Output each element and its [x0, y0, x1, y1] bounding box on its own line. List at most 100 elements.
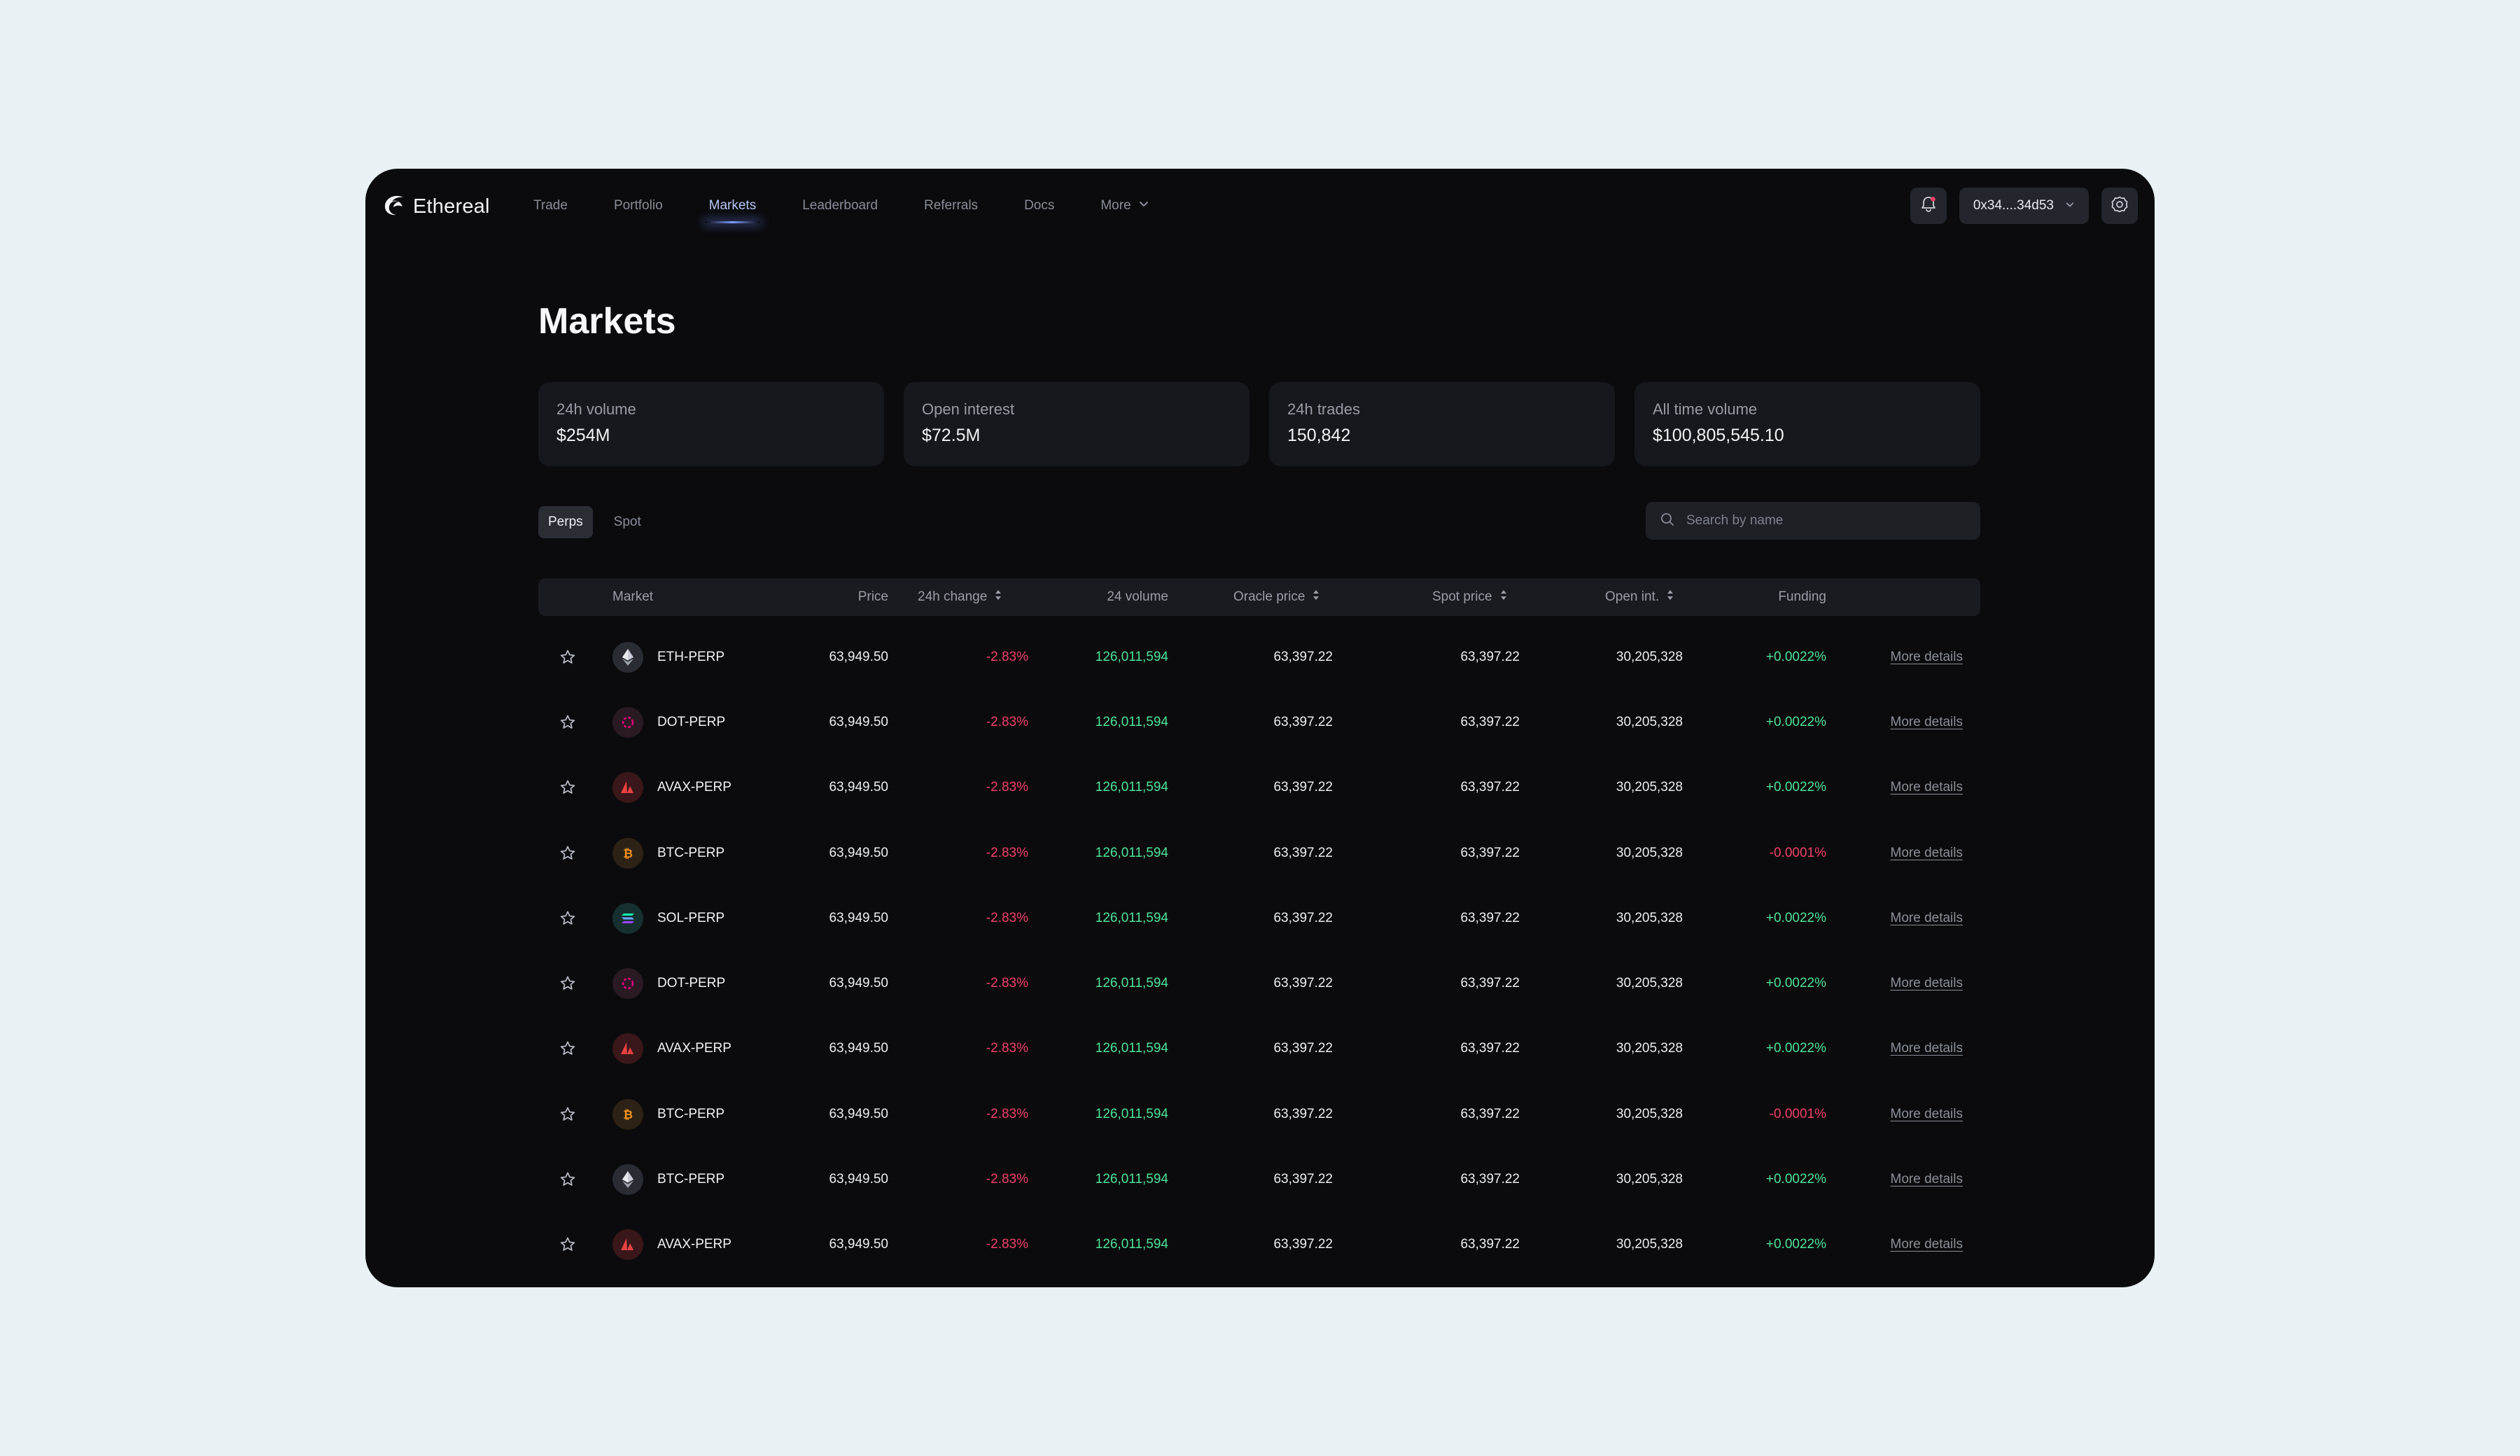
open-interest-cell: 30,205,328	[1616, 1237, 1683, 1252]
spot-price-cell: 63,397.22	[1460, 649, 1520, 664]
market-type-tabs: Perps Spot	[538, 506, 651, 538]
volume-cell: 126,011,594	[1095, 1172, 1168, 1187]
change-cell: -2.83%	[986, 1237, 1028, 1252]
wallet-selector[interactable]: 0x34....34d53	[1959, 188, 2089, 224]
more-details-link[interactable]: More details	[1890, 1041, 1963, 1056]
more-details-link[interactable]: More details	[1890, 649, 1963, 664]
column-header-price: Price	[790, 578, 888, 616]
table-row[interactable]: DOT-PERP 63,949.50 -2.83% 126,011,594 63,397…	[538, 690, 1980, 755]
nav-item-more[interactable]: More	[1100, 169, 1149, 243]
avax-coin-icon	[612, 1033, 643, 1065]
stat-value: 150,842	[1287, 426, 1351, 445]
settings-button[interactable]	[2101, 188, 2138, 224]
brand[interactable]: Ethereal	[382, 191, 490, 222]
spot-price-cell: 63,397.22	[1460, 1172, 1520, 1187]
change-cell: -2.83%	[986, 1106, 1028, 1121]
more-details-link[interactable]: More details	[1890, 845, 1963, 860]
table-row[interactable]: AVAX-PERP 63,949.50 -2.83% 126,011,594 63,39…	[538, 755, 1980, 820]
table-row[interactable]: ₿ BTC-PERP 63,949.50 -2.83% 126,011,594 63,39…	[538, 1082, 1980, 1147]
search-icon	[1660, 512, 1675, 531]
wallet-address: 0x34....34d53	[1973, 198, 2054, 213]
change-cell: -2.83%	[986, 845, 1028, 860]
search-box	[1646, 502, 1980, 540]
table-row[interactable]: SOL-PERP 63,949.50 -2.83% 126,011,594 63,397…	[538, 886, 1980, 951]
star-icon[interactable]	[554, 774, 582, 802]
star-icon[interactable]	[554, 1231, 582, 1259]
star-icon[interactable]	[554, 904, 582, 932]
nav-item-referrals[interactable]: Referrals	[924, 169, 978, 243]
nav-item-portfolio[interactable]: Portfolio	[614, 169, 663, 243]
nav-label: More	[1100, 198, 1131, 213]
nav-label: Referrals	[923, 198, 979, 213]
avax-coin-icon	[612, 772, 643, 804]
table-row[interactable]: ₿ BTC-PERP 63,949.50 -2.83% 126,011,594 63,39…	[538, 820, 1980, 886]
funding-cell: +0.0022%	[1765, 1172, 1826, 1187]
table-row[interactable]: BTC-PERP 63,949.50 -2.83% 126,011,594 63,397…	[538, 1147, 1980, 1212]
column-header-open-interest[interactable]: Open int.	[1605, 578, 1674, 616]
star-icon[interactable]	[554, 1035, 582, 1063]
spot-price-cell: 63,397.22	[1460, 1237, 1520, 1252]
app-window: Ethereal Trade Portfolio Markets Leaderb…	[365, 169, 2155, 1287]
nav-item-markets[interactable]: Markets	[704, 169, 760, 243]
column-header-spot-price[interactable]: Spot price	[1432, 578, 1508, 616]
table-row[interactable]: AVAX-PERP 63,949.50 -2.83% 126,011,594 63,39…	[538, 1016, 1980, 1082]
star-icon[interactable]	[554, 839, 582, 867]
price-cell: 63,949.50	[829, 976, 888, 991]
more-details-link[interactable]: More details	[1890, 1106, 1963, 1121]
more-details-link[interactable]: More details	[1890, 910, 1963, 925]
oracle-price-cell: 63,397.22	[1273, 976, 1333, 991]
stat-value: $254M	[556, 426, 610, 445]
notifications-button[interactable]	[1910, 188, 1947, 224]
nav-item-docs[interactable]: Docs	[1024, 169, 1054, 243]
star-icon[interactable]	[554, 1166, 582, 1194]
more-details-link[interactable]: More details	[1890, 780, 1963, 795]
sol-coin-icon	[612, 902, 643, 934]
volume-cell: 126,011,594	[1095, 714, 1168, 729]
funding-cell: +0.0022%	[1765, 976, 1826, 991]
change-cell: -2.83%	[986, 780, 1028, 795]
sort-icon	[994, 589, 1002, 606]
column-header-market: Market	[612, 578, 653, 616]
spot-price-cell: 63,397.22	[1460, 1041, 1520, 1056]
more-details-link[interactable]: More details	[1890, 976, 1963, 991]
search-input[interactable]	[1685, 512, 1954, 529]
nav-label: Leaderboard	[802, 198, 878, 213]
market-name: ETH-PERP	[657, 649, 725, 664]
column-header-funding: Funding	[1714, 578, 1826, 616]
more-details-link[interactable]: More details	[1890, 1172, 1963, 1187]
open-interest-cell: 30,205,328	[1616, 976, 1683, 991]
column-header-oracle-price[interactable]: Oracle price	[1233, 578, 1320, 616]
table-row[interactable]: ETH-PERP 63,949.50 -2.83% 126,011,594 63,397…	[538, 624, 1980, 690]
dot-coin-icon	[612, 968, 643, 1000]
price-cell: 63,949.50	[829, 714, 888, 729]
open-interest-cell: 30,205,328	[1616, 649, 1683, 664]
nav-item-trade[interactable]: Trade	[533, 169, 568, 243]
column-header-24h-change[interactable]: 24h change	[918, 578, 1002, 616]
market-name: AVAX-PERP	[657, 780, 732, 795]
market-name: AVAX-PERP	[657, 1041, 732, 1056]
star-icon[interactable]	[554, 969, 582, 997]
oracle-price-cell: 63,397.22	[1273, 1106, 1333, 1121]
funding-cell: +0.0022%	[1765, 649, 1826, 664]
price-cell: 63,949.50	[829, 649, 888, 664]
nav-item-leaderboard[interactable]: Leaderboard	[802, 169, 878, 243]
svg-text:₿: ₿	[623, 847, 633, 861]
market-name: BTC-PERP	[657, 1106, 725, 1121]
star-icon[interactable]	[554, 708, 582, 736]
table-header: Market Price 24h change 24 volume Oracle…	[538, 578, 1980, 616]
more-details-link[interactable]: More details	[1890, 1237, 1963, 1252]
funding-cell: +0.0022%	[1765, 1041, 1826, 1056]
spot-price-cell: 63,397.22	[1460, 1106, 1520, 1121]
tab-spot[interactable]: Spot	[613, 514, 641, 529]
eth-coin-icon	[612, 1164, 643, 1196]
more-details-link[interactable]: More details	[1890, 714, 1963, 729]
spot-price-cell: 63,397.22	[1460, 780, 1520, 795]
ethereal-logo-icon	[382, 193, 406, 220]
star-icon[interactable]	[554, 643, 582, 671]
table-row[interactable]: AVAX-PERP 63,949.50 -2.83% 126,011,594 63,39…	[538, 1212, 1980, 1278]
funding-cell: +0.0022%	[1765, 714, 1826, 729]
open-interest-cell: 30,205,328	[1616, 780, 1683, 795]
tab-perps[interactable]: Perps	[538, 506, 593, 538]
table-row[interactable]: DOT-PERP 63,949.50 -2.83% 126,011,594 63,397…	[538, 951, 1980, 1016]
star-icon[interactable]	[554, 1100, 582, 1128]
